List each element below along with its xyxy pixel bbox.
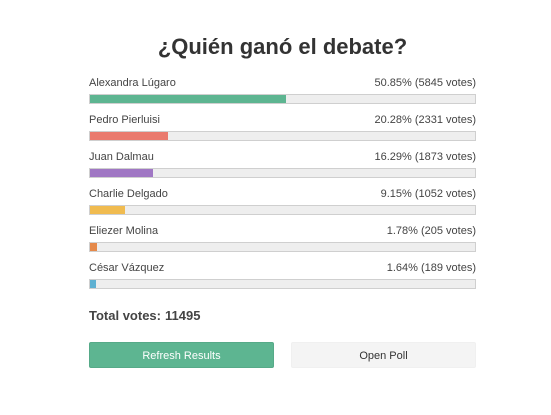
option-stat: 16.29% (1873 votes) xyxy=(374,151,476,163)
option-stat: 20.28% (2331 votes) xyxy=(374,114,476,126)
poll-option-pedro-pierluisi: Pedro Pierluisi 20.28% (2331 votes) xyxy=(89,110,476,147)
result-bar-fill xyxy=(90,132,169,140)
result-bar xyxy=(89,131,476,141)
option-stat: 1.78% (205 votes) xyxy=(386,225,476,237)
total-votes: Total votes: 11495 xyxy=(89,307,476,325)
result-bar-fill xyxy=(90,206,126,214)
result-bar-fill xyxy=(90,280,97,288)
result-bar-fill xyxy=(90,243,97,251)
poll-option-charlie-delgado: Charlie Delgado 9.15% (1052 votes) xyxy=(89,184,476,221)
poll-title: ¿Quién ganó el debate? xyxy=(157,34,408,59)
poll-option-alexandra-lugaro: Alexandra Lúgaro 50.85% (5845 votes) xyxy=(89,73,476,110)
total-votes-label: Total votes: xyxy=(89,308,161,323)
option-name: Charlie Delgado xyxy=(89,188,168,200)
poll-widget: ¿Quién ganó el debate? Alexandra Lúgaro … xyxy=(89,0,476,368)
option-stat: 1.64% (189 votes) xyxy=(386,262,476,274)
open-poll-button[interactable]: Open Poll xyxy=(291,342,476,368)
poll-option-eliezer-molina: Eliezer Molina 1.78% (205 votes) xyxy=(89,221,476,258)
poll-option-cesar-vazquez: César Vázquez 1.64% (189 votes) xyxy=(89,258,476,295)
result-bar-fill xyxy=(90,169,153,177)
refresh-results-button[interactable]: Refresh Results xyxy=(89,342,274,368)
poll-options: Alexandra Lúgaro 50.85% (5845 votes) Ped… xyxy=(89,73,476,295)
poll-option-juan-dalmau: Juan Dalmau 16.29% (1873 votes) xyxy=(89,147,476,184)
option-name: Juan Dalmau xyxy=(89,151,154,163)
result-bar xyxy=(89,168,476,178)
option-stat: 9.15% (1052 votes) xyxy=(380,188,476,200)
option-name: Eliezer Molina xyxy=(89,225,159,237)
option-stat: 50.85% (5845 votes) xyxy=(374,77,476,89)
total-votes-value: 11495 xyxy=(165,308,201,323)
result-bar xyxy=(89,242,476,252)
result-bar xyxy=(89,279,476,289)
result-bar xyxy=(89,94,476,104)
poll-actions: Refresh Results Open Poll xyxy=(89,342,476,368)
result-bar-fill xyxy=(90,95,286,103)
option-name: César Vázquez xyxy=(89,262,165,274)
result-bar xyxy=(89,205,476,215)
option-name: Pedro Pierluisi xyxy=(89,114,160,126)
option-name: Alexandra Lúgaro xyxy=(89,77,176,89)
